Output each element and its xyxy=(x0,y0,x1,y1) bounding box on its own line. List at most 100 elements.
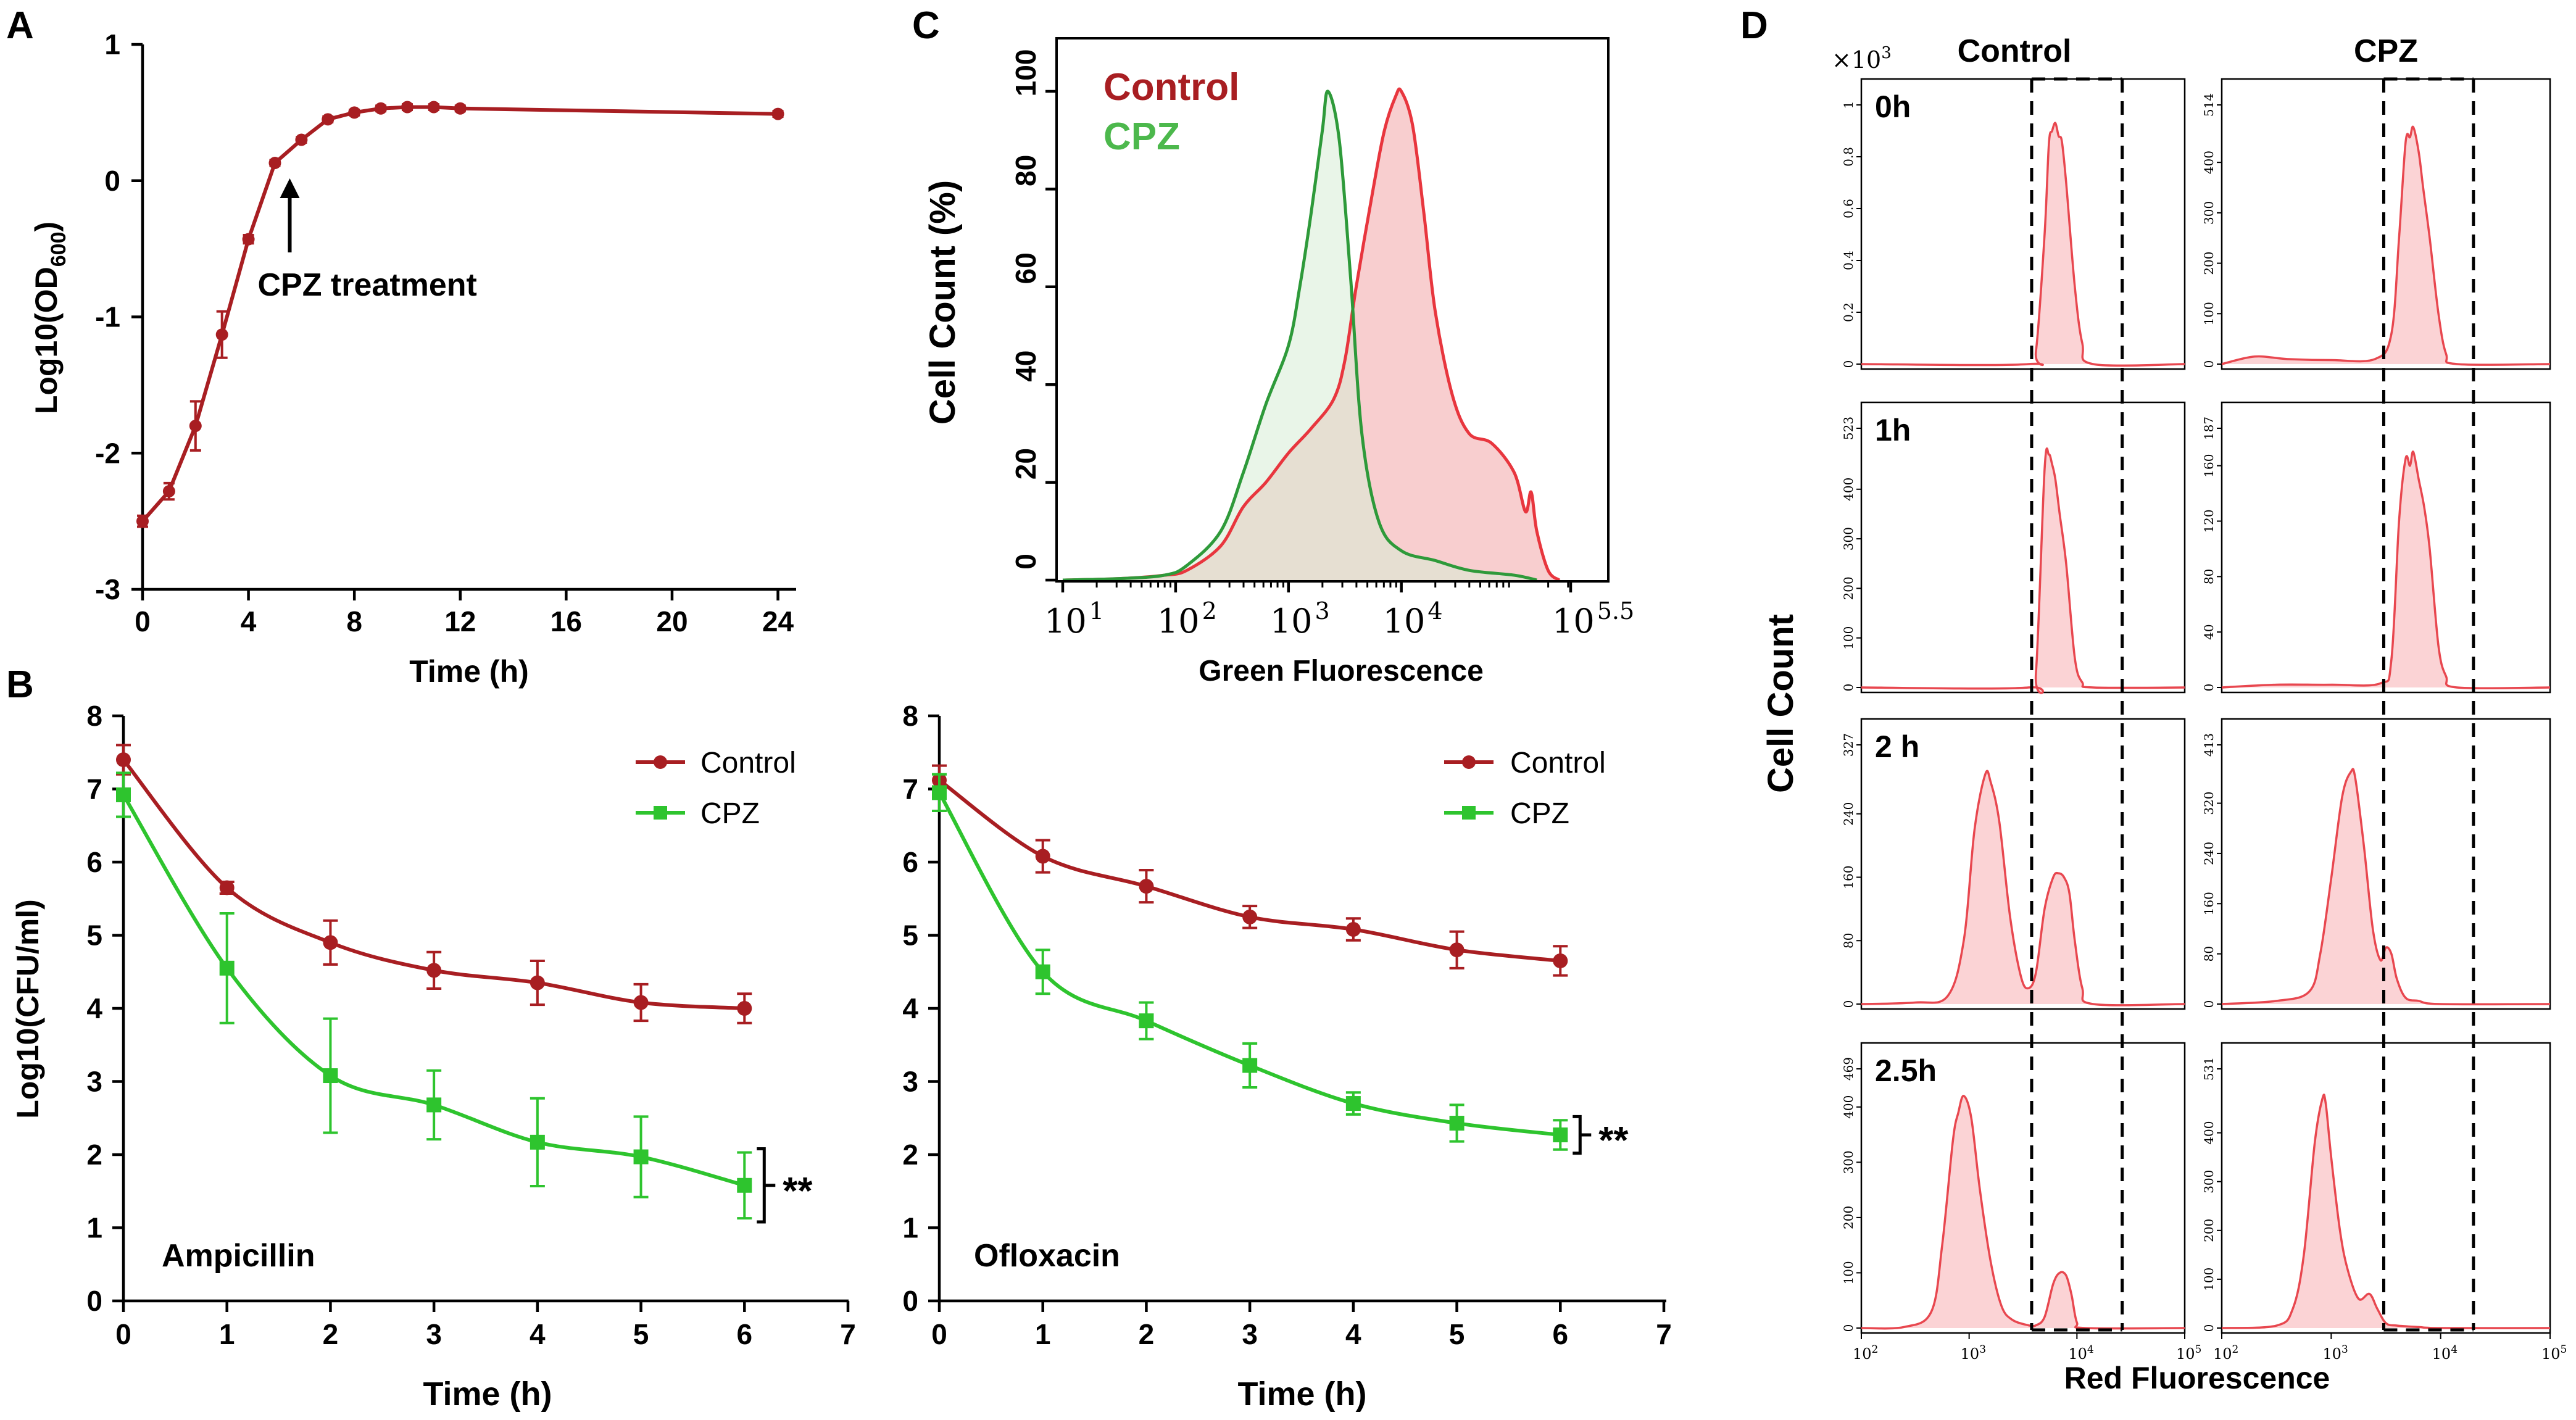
y-tick-label: 2 xyxy=(902,1139,918,1171)
plot-frame xyxy=(1860,1042,2186,1334)
data-point xyxy=(426,963,442,978)
x-tick-label: 0 xyxy=(115,1318,131,1350)
data-point xyxy=(323,1068,338,1084)
y-tick-label: 5 xyxy=(86,920,102,952)
data-point xyxy=(116,752,131,768)
y-tick-label: 1 xyxy=(902,1212,918,1244)
data-point xyxy=(1345,922,1361,937)
plot-frame xyxy=(2221,401,2551,694)
data-point xyxy=(189,420,202,433)
y-tick-label: 60 xyxy=(1010,252,1042,284)
x-tick-label: 10 5.5 xyxy=(1552,597,1634,641)
panel-label-d: D xyxy=(1740,4,1768,47)
y-tick-label: 8 xyxy=(902,700,918,732)
histogram-line xyxy=(1861,122,2185,367)
data-point xyxy=(162,485,175,498)
x-tick-label: 3 xyxy=(426,1318,442,1350)
y-axis-label: Cell Count (%) xyxy=(923,180,963,425)
y-tick-label: 4 xyxy=(86,992,102,1024)
y-tick-label: 300 xyxy=(1841,527,1856,550)
y-tick-label: 7 xyxy=(86,773,102,805)
histogram-line xyxy=(1861,1095,2185,1330)
histogram-control-2: 0 80 160 240 327 2 h xyxy=(1841,718,2186,1010)
data-point xyxy=(348,106,361,119)
y-tick-label: 200 xyxy=(2201,1219,2216,1242)
data-point xyxy=(737,1177,752,1193)
y-tick-label: 80 xyxy=(1010,155,1042,186)
histogram-line xyxy=(2221,450,2551,690)
x-tick-label: 103 xyxy=(2322,1343,2348,1363)
data-point xyxy=(1345,1096,1361,1111)
y-multiplier: ×103 xyxy=(1832,44,1892,73)
y-tick-label: 300 xyxy=(2201,201,2216,225)
legend-cpz-marker xyxy=(654,806,667,820)
data-point xyxy=(323,935,338,950)
x-tick-label: 16 xyxy=(551,605,582,637)
y-tick-label: 100 xyxy=(1841,1261,1856,1284)
significance-bracket: ** xyxy=(1573,1115,1629,1162)
y-tick-label: 0 xyxy=(902,1285,918,1317)
x-axis-label: Green Fluorescence xyxy=(1199,655,1484,687)
data-point xyxy=(116,787,131,802)
y-tick-label: 6 xyxy=(86,846,102,878)
y-tick-label: -1 xyxy=(95,301,120,333)
x-tick-label: 105 xyxy=(2541,1343,2567,1363)
data-point xyxy=(242,233,255,246)
x-tick-label: 5 xyxy=(1449,1318,1465,1350)
antibiotic-label: Ofloxacin xyxy=(974,1238,1120,1274)
significance-bracket: ** xyxy=(757,1147,813,1224)
cpz-treatment-annotation: CPZ treatment xyxy=(257,178,477,303)
x-tick-label: 6 xyxy=(736,1318,752,1350)
x-tick-label: 102 xyxy=(1853,1343,1878,1363)
y-tick-label: 100 xyxy=(2201,302,2216,325)
y-tick-label: -2 xyxy=(95,437,120,469)
panel-label-c: C xyxy=(912,4,940,47)
y-tick-label: 240 xyxy=(2201,842,2216,865)
x-axis-label: Time (h) xyxy=(409,654,529,689)
histogram-control-3: 0 100 200 300 400 469 2.5h 102 103 104 105 xyxy=(1841,1042,2201,1363)
data-point xyxy=(375,102,388,115)
data-point xyxy=(633,995,649,1010)
data-point xyxy=(219,880,235,895)
ofloxacin-kill-curve-chart: 0 1 2 3 4 5 6 7 0 1 2 3 4 5 6 7 8 Time (h) Ofloxacin Con… xyxy=(902,700,1671,1413)
legend-cpz-marker xyxy=(1462,806,1476,820)
y-tick-label: 80 xyxy=(2201,569,2216,584)
y-tick-label: 531 xyxy=(2201,1057,2216,1081)
x-tick-label: 102 xyxy=(2213,1343,2238,1363)
y-tick-label: 514 xyxy=(2201,93,2216,117)
data-point xyxy=(401,101,413,114)
histogram-control-0: 0 0.2 0.4 0.6 0.8 1 0h xyxy=(1841,78,2186,370)
plot-frame xyxy=(2221,718,2551,1010)
x-tick-label: 105 xyxy=(2176,1343,2201,1363)
legend-cpz-label: CPZ xyxy=(1510,797,1569,830)
x-tick-label: 7 xyxy=(1656,1318,1672,1350)
y-tick-label: 240 xyxy=(1841,802,1856,826)
data-point xyxy=(1449,942,1465,958)
histogram-area xyxy=(2222,769,2550,1005)
plot-frame xyxy=(1860,78,2186,370)
x-tick-label: 10 1 xyxy=(1044,597,1104,641)
y-tick-label: 0 xyxy=(2201,684,2216,692)
growth-curve-chart: 0 4 8 12 16 20 24 -3 -2 -1 0 1 Log10(OD600) Time (h… xyxy=(29,28,796,689)
data-point xyxy=(932,785,947,800)
legend-cpz-label: CPZ xyxy=(1103,115,1180,158)
data-point xyxy=(737,1001,752,1016)
cpz-treatment-label: CPZ treatment xyxy=(257,267,476,303)
histogram-cpz-1: 0 40 80 120 160 187 xyxy=(2201,401,2551,694)
y-tick-label: 0 xyxy=(104,165,120,197)
data-point xyxy=(1139,879,1154,894)
legend-control-label: Control xyxy=(1103,66,1239,109)
y-axis-label: Log10(OD600) xyxy=(29,222,70,414)
y-tick-label: 160 xyxy=(1841,865,1856,889)
legend-cpz-label: CPZ xyxy=(700,797,760,830)
significance-label: ** xyxy=(1598,1119,1629,1162)
cpz-line xyxy=(1062,89,1537,582)
legend-control-marker xyxy=(1462,755,1476,769)
y-tick-label: 0 xyxy=(1841,1000,1856,1008)
y-tick-label: 3 xyxy=(86,1066,102,1098)
data-point xyxy=(1449,1116,1465,1131)
y-tick-label: 0.8 xyxy=(1841,147,1856,167)
y-tick-label: 523 xyxy=(1841,417,1856,440)
